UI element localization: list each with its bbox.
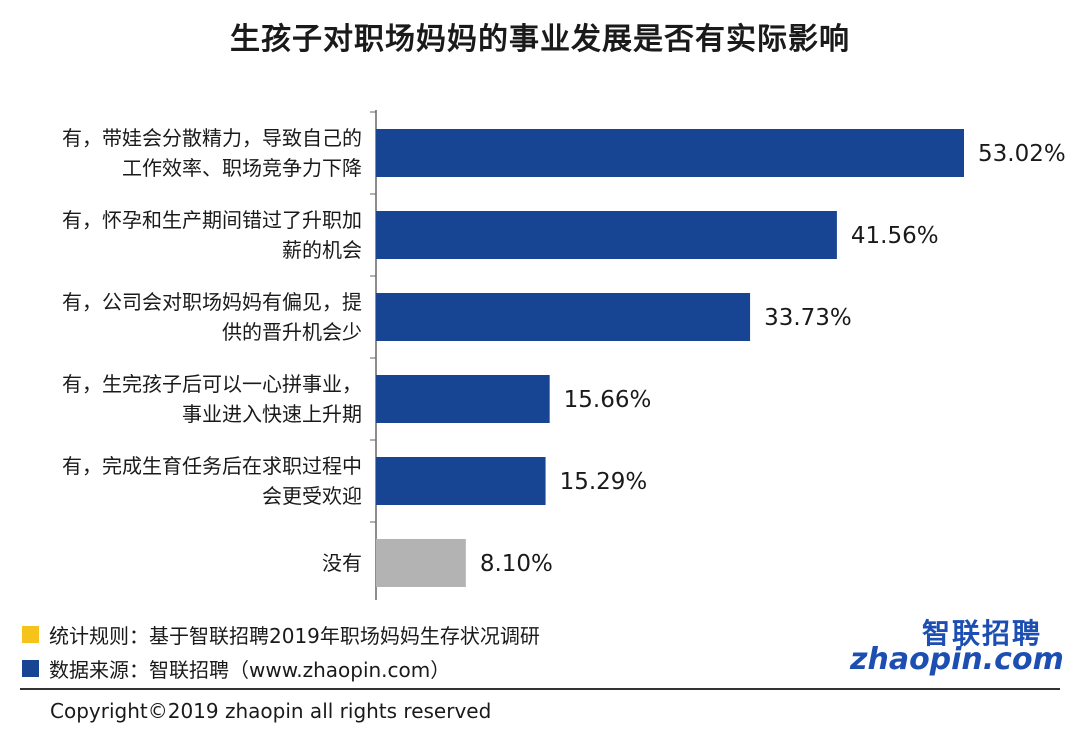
bar-value-label-4: 15.29% <box>560 469 648 495</box>
category-label-line: 供的晋升机会少 <box>222 320 362 344</box>
category-label-line: 有，带娃会分散精力，导致自己的 <box>62 126 362 150</box>
bar-2 <box>376 293 751 341</box>
legend-swatch-yellow <box>22 626 39 643</box>
category-label-5: 没有 <box>0 548 362 578</box>
legend-item-rule: 统计规则：基于智联招聘2019年职场妈妈生存状况调研 <box>22 620 540 649</box>
bar-chart: 53.02% 41.56% 33.73% 15.66% 15.29% 8.10% <box>370 110 1066 600</box>
category-label-line: 有，完成生育任务后在求职过程中 <box>62 454 362 478</box>
category-label-1: 有，怀孕和生产期间错过了升职加薪的机会 <box>0 205 362 265</box>
legend-item-source: 数据来源：智联招聘（www.zhaopin.com） <box>22 654 450 683</box>
bar-value-label-0: 53.02% <box>978 141 1066 167</box>
category-label-2: 有，公司会对职场妈妈有偏见，提供的晋升机会少 <box>0 287 362 347</box>
logo-en-text: zhaopin.com <box>850 642 1064 677</box>
logo-cn-text: 智联招聘 <box>922 617 1043 650</box>
category-label-line: 工作效率、职场竞争力下降 <box>122 156 362 180</box>
bar-value-label-2: 33.73% <box>764 305 852 331</box>
bar-3 <box>376 375 550 423</box>
category-label-line: 有，公司会对职场妈妈有偏见，提 <box>62 290 362 314</box>
bar-value-label-5: 8.10% <box>480 551 553 577</box>
legend-swatch-blue <box>22 660 39 677</box>
zhaopin-logo: 智联招聘 zhaopin.com <box>850 612 1064 698</box>
category-label-line: 有，生完孩子后可以一心拼事业， <box>62 372 362 396</box>
category-label-line: 会更受欢迎 <box>262 484 362 508</box>
copyright-text: Copyright©2019 zhaopin all rights reserv… <box>50 699 492 723</box>
bar-1 <box>376 211 837 259</box>
bar-5 <box>376 539 466 587</box>
category-label-line: 有，怀孕和生产期间错过了升职加 <box>62 208 362 232</box>
bar-value-label-1: 41.56% <box>851 223 939 249</box>
chart-title: 生孩子对职场妈妈的事业发展是否有实际影响 <box>230 22 850 57</box>
category-label-line: 薪的机会 <box>282 238 362 262</box>
category-label-0: 有，带娃会分散精力，导致自己的工作效率、职场竞争力下降 <box>0 123 362 183</box>
bar-value-label-3: 15.66% <box>564 387 652 413</box>
bar-4 <box>376 457 546 505</box>
footer-divider <box>20 688 1060 690</box>
category-label-3: 有，生完孩子后可以一心拼事业， 事业进入快速上升期 <box>0 369 362 429</box>
category-label-4: 有，完成生育任务后在求职过程中会更受欢迎 <box>0 451 362 511</box>
bar-0 <box>376 129 964 177</box>
legend-text-rule: 统计规则：基于智联招聘2019年职场妈妈生存状况调研 <box>49 624 540 648</box>
legend-text-source: 数据来源：智联招聘（www.zhaopin.com） <box>49 658 451 682</box>
category-label-line: 事业进入快速上升期 <box>182 402 362 426</box>
category-label-line: 没有 <box>322 551 362 575</box>
